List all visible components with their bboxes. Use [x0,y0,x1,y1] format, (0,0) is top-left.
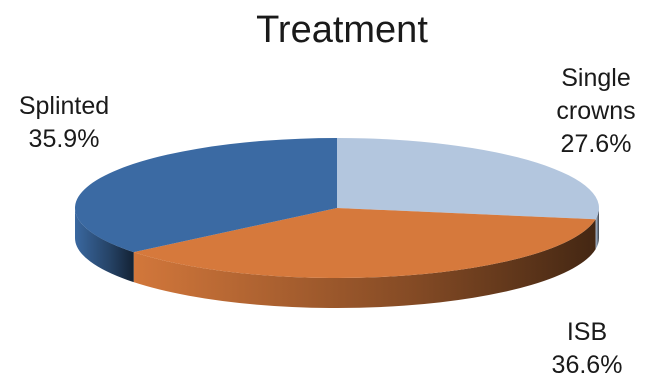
pie-side-isb [133,219,596,308]
slice-value-label: 35.9% [29,125,100,153]
pie-side-splinted [75,208,134,283]
slice-name-line: Single [561,64,631,92]
pie-slice-isb [133,208,596,278]
label-layer: Single crowns 27.6% ISB 36.6% Splinted 35.9% [19,64,636,378]
pie-slice-splinted [75,138,337,253]
slice-name-line: crowns [556,97,635,125]
slice-label-isb: ISB 36.6% [552,318,623,378]
slice-value-label: 27.6% [561,130,632,158]
pie-layer [75,138,599,308]
slice-name-line: Splinted [19,92,109,120]
slice-label-splinted: Splinted 35.9% [19,92,109,153]
slice-value-label: 36.6% [552,351,623,378]
slice-label-single-crowns: Single crowns 27.6% [556,64,635,158]
pie-side-single-crowns [595,208,599,250]
pie-slice-single-crowns [337,138,599,220]
chart-title: Treatment [256,9,428,51]
slice-name-line: ISB [567,318,607,346]
